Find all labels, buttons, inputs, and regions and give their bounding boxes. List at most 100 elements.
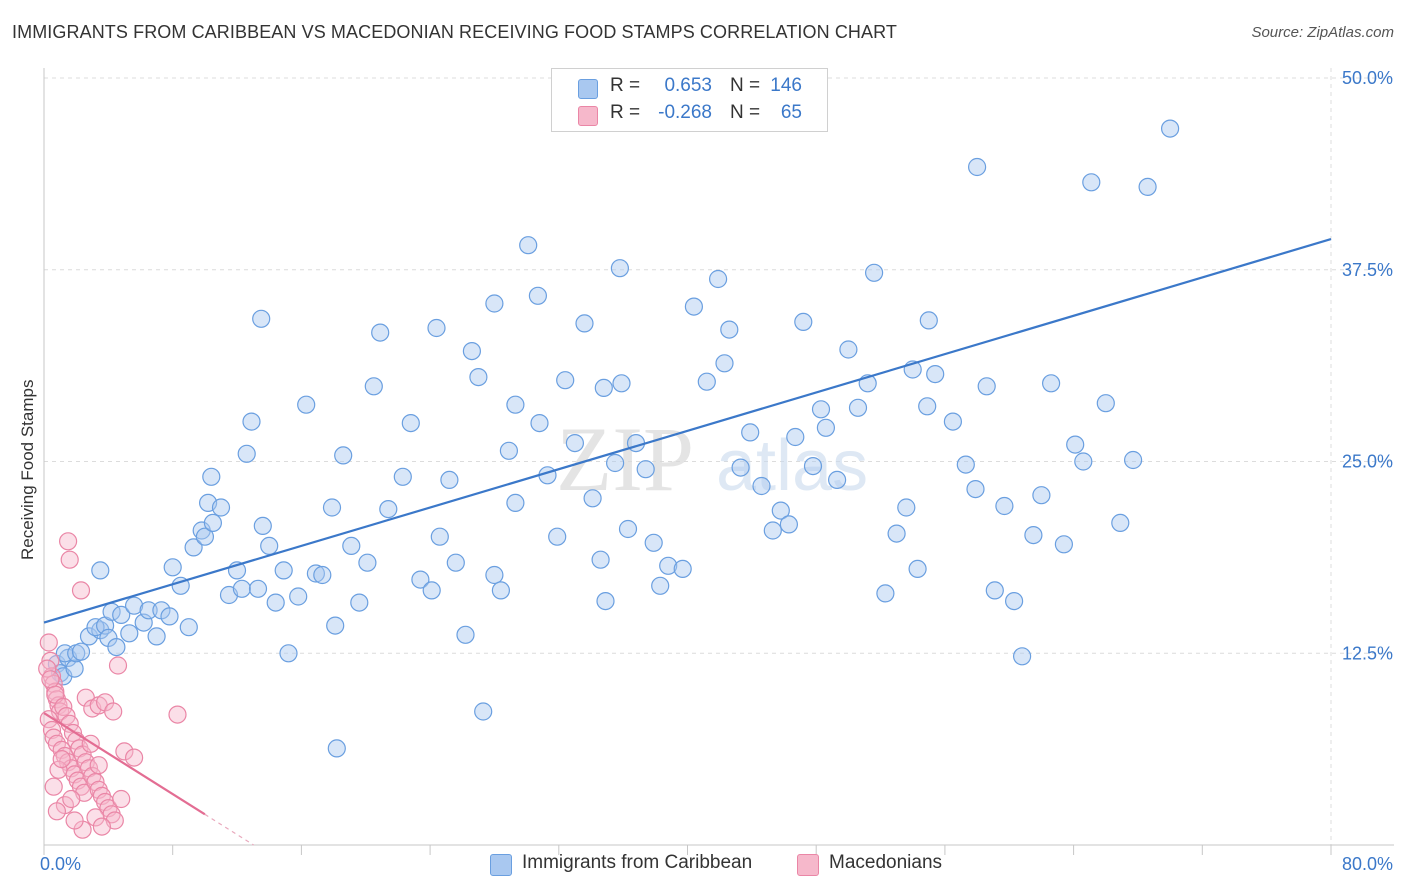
watermark-atlas: atlas bbox=[716, 426, 868, 506]
caribbean-point bbox=[583, 489, 602, 508]
caribbean-point bbox=[364, 377, 383, 396]
macedonians-point bbox=[58, 532, 78, 551]
trend-line-macedonians bbox=[43, 712, 206, 816]
caribbean-point bbox=[731, 458, 750, 477]
caribbean-point bbox=[575, 314, 594, 333]
bottom-legend-caribbean[interactable]: Immigrants from Caribbean bbox=[490, 852, 780, 878]
caribbean-point bbox=[195, 527, 214, 546]
caribbean-point bbox=[1138, 177, 1157, 196]
macedonians-point bbox=[44, 777, 63, 796]
macedonians-point bbox=[108, 656, 128, 675]
caribbean-point bbox=[1004, 591, 1024, 611]
caribbean-point bbox=[446, 553, 465, 572]
chart-source: Source: ZipAtlas.com bbox=[1251, 24, 1394, 41]
caribbean-point bbox=[411, 570, 430, 589]
caribbean-point bbox=[1074, 452, 1093, 471]
caribbean-point bbox=[422, 581, 441, 600]
caribbean-point bbox=[506, 395, 525, 414]
caribbean-point bbox=[289, 587, 308, 606]
caribbean-point bbox=[327, 739, 346, 758]
x-tick-label: 0.0% bbox=[40, 854, 81, 874]
caribbean-point bbox=[839, 340, 858, 359]
caribbean-point bbox=[462, 342, 481, 361]
caribbean-point bbox=[887, 524, 906, 543]
macedonians-point bbox=[112, 789, 131, 809]
legend-r-value: 0.653 bbox=[664, 75, 712, 96]
legend-n-value: 65 bbox=[780, 102, 802, 123]
macedonians-point bbox=[71, 581, 91, 600]
caribbean-point bbox=[211, 498, 231, 517]
caribbean-point bbox=[1111, 513, 1130, 533]
caribbean-point bbox=[1041, 374, 1061, 393]
caribbean-point bbox=[237, 444, 256, 463]
caribbean-point bbox=[371, 323, 390, 342]
caribbean-point bbox=[816, 418, 836, 437]
tick-labels: 12.5% 25.0% 37.5% 50.0% 0.0% 80.0% bbox=[40, 68, 1393, 874]
caribbean-point bbox=[253, 516, 272, 536]
caribbean-point bbox=[651, 576, 670, 595]
caribbean-point bbox=[1123, 450, 1143, 470]
caribbean-point bbox=[995, 496, 1014, 516]
caribbean-point bbox=[358, 553, 377, 572]
axes bbox=[43, 68, 1394, 855]
chart-title: IMMIGRANTS FROM CARIBBEAN VS MACEDONIAN … bbox=[12, 22, 897, 42]
caribbean-point bbox=[202, 467, 221, 486]
caribbean-point bbox=[618, 519, 638, 539]
caribbean-point bbox=[644, 533, 663, 552]
caribbean-point bbox=[1066, 435, 1085, 454]
caribbean-point bbox=[659, 556, 678, 575]
caribbean-point bbox=[485, 565, 504, 585]
caribbean-point bbox=[1032, 486, 1051, 505]
caribbean-point bbox=[203, 513, 222, 533]
caribbean-point bbox=[779, 515, 799, 534]
caribbean-point bbox=[864, 263, 884, 282]
trend-line-caribbean bbox=[43, 238, 1332, 624]
caribbean-point bbox=[708, 269, 728, 289]
caribbean-point bbox=[274, 561, 293, 580]
caribbean-point bbox=[1082, 173, 1101, 192]
watermark-zip: ZIP bbox=[556, 408, 694, 510]
macedonians-point bbox=[47, 802, 67, 821]
legend-label-macedonians: Macedonians bbox=[829, 852, 943, 873]
macedonians-point bbox=[62, 789, 81, 809]
caribbean-point bbox=[499, 441, 518, 460]
caribbean-point bbox=[741, 423, 760, 442]
legend-r-value: -0.268 bbox=[658, 102, 712, 123]
macedonians-point bbox=[115, 742, 134, 761]
correlation-legend: R = 0.653 N = 146 R = -0.268 N = 65 bbox=[551, 68, 828, 132]
macedonians-point bbox=[41, 670, 60, 689]
caribbean-point bbox=[334, 446, 353, 465]
caribbean-point bbox=[715, 354, 734, 373]
caribbean-point bbox=[440, 470, 459, 489]
caribbean-point bbox=[530, 414, 549, 433]
caribbean-point bbox=[876, 584, 895, 603]
bottom-legend-macedonians[interactable]: Macedonians bbox=[797, 852, 967, 878]
legend-swatch-caribbean bbox=[490, 854, 512, 876]
caribbean-point bbox=[401, 414, 420, 433]
caribbean-point bbox=[943, 412, 963, 431]
macedonians-point bbox=[168, 705, 187, 724]
caribbean-point bbox=[139, 601, 158, 620]
caribbean-point bbox=[897, 498, 916, 517]
caribbean-point bbox=[771, 501, 790, 520]
legend-label-caribbean: Immigrants from Caribbean bbox=[522, 852, 753, 873]
caribbean-point bbox=[506, 493, 525, 512]
caribbean-point bbox=[147, 627, 166, 646]
macedonians-point bbox=[39, 710, 58, 729]
caribbean-point bbox=[556, 371, 575, 390]
caribbean-point bbox=[956, 455, 975, 474]
caribbean-point bbox=[926, 365, 945, 384]
caribbean-point bbox=[248, 579, 268, 598]
trend-lines bbox=[43, 238, 1332, 846]
caribbean-point bbox=[163, 558, 182, 577]
caribbean-point bbox=[605, 453, 625, 473]
caribbean-point bbox=[1012, 647, 1032, 666]
caribbean-point bbox=[260, 536, 279, 556]
caribbean-point bbox=[326, 616, 345, 635]
caribbean-point bbox=[379, 500, 398, 519]
caribbean-point bbox=[786, 427, 805, 447]
caribbean-point bbox=[469, 368, 488, 387]
caribbean-point bbox=[519, 236, 538, 255]
caribbean-point bbox=[967, 157, 987, 177]
